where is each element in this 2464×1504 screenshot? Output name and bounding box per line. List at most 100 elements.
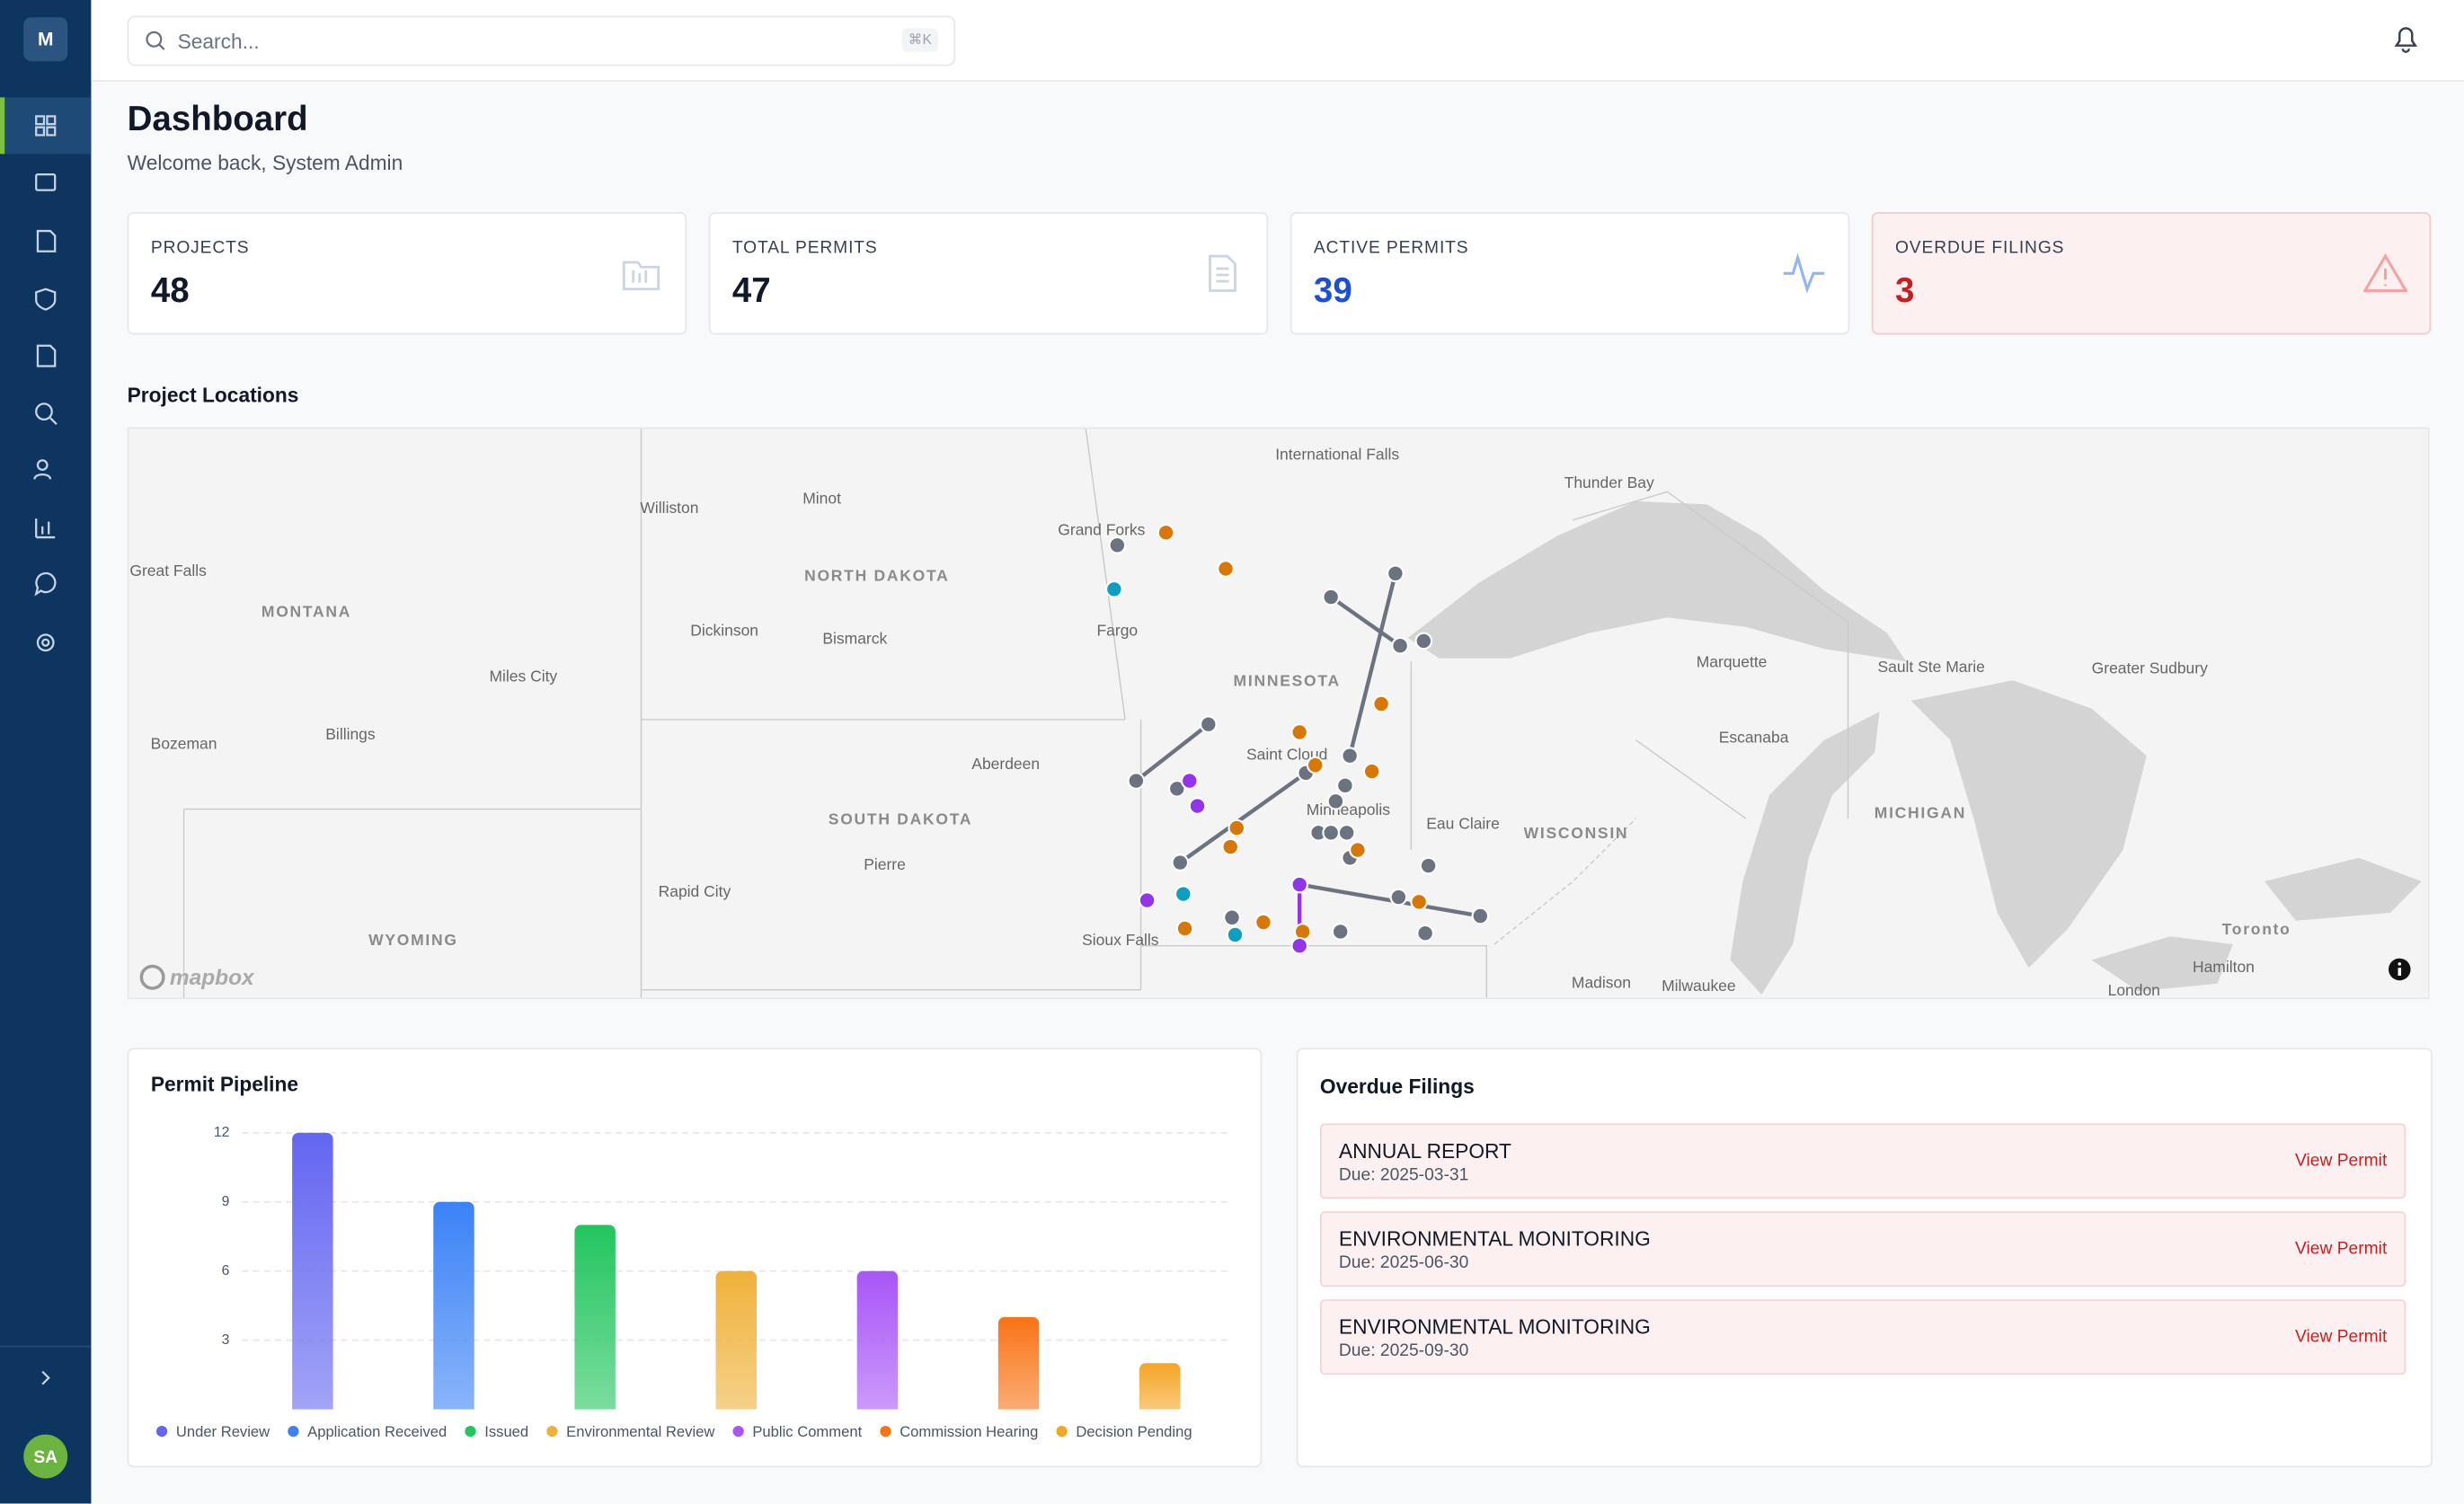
project-marker[interactable] xyxy=(1157,524,1175,542)
legend-swatch xyxy=(546,1425,558,1438)
project-marker[interactable] xyxy=(1105,579,1123,598)
project-marker[interactable] xyxy=(1175,919,1194,938)
filing-due: Due: 2025-06-30 xyxy=(1338,1253,1469,1273)
icon[interactable] xyxy=(35,518,56,539)
section-title: Project Locations xyxy=(127,383,299,407)
project-marker[interactable] xyxy=(1108,536,1127,554)
legend-swatch xyxy=(1056,1425,1068,1438)
project-marker[interactable] xyxy=(1199,715,1218,733)
map-label: Eau Claire xyxy=(1426,815,1500,833)
map-label: Minneapolis xyxy=(1307,801,1390,818)
project-marker[interactable] xyxy=(1416,924,1434,942)
icon[interactable] xyxy=(36,344,57,367)
project-marker[interactable] xyxy=(1326,792,1345,810)
icon[interactable] xyxy=(35,115,46,126)
project-marker[interactable] xyxy=(1180,772,1199,790)
project-marker[interactable] xyxy=(1174,885,1192,903)
icon[interactable] xyxy=(35,173,57,191)
icon[interactable] xyxy=(36,459,49,472)
project-marker[interactable] xyxy=(1188,797,1207,815)
project-marker[interactable] xyxy=(1414,632,1433,650)
stat-card[interactable]: PROJECTS 48 xyxy=(127,212,687,335)
attribution[interactable]: mapbox xyxy=(137,963,278,991)
map-label: Toronto xyxy=(2222,920,2291,938)
project-marker[interactable] xyxy=(1331,923,1350,941)
legend-label[interactable]: Public Comment xyxy=(752,1423,862,1440)
info[interactable] xyxy=(2387,957,2412,982)
avatar-bg[interactable] xyxy=(23,1434,68,1479)
project-marker[interactable] xyxy=(1171,854,1190,871)
bar[interactable] xyxy=(292,1132,333,1410)
icon[interactable] xyxy=(36,229,57,252)
project-marker[interactable] xyxy=(1322,824,1340,842)
icon[interactable] xyxy=(36,633,55,652)
map-label: MINNESOTA xyxy=(1234,672,1341,690)
notifications[interactable] xyxy=(2390,22,2422,53)
route xyxy=(1329,595,1402,648)
project-marker[interactable] xyxy=(1221,837,1240,856)
stat-label: OVERDUE FILINGS xyxy=(1894,238,2065,258)
bar[interactable] xyxy=(997,1317,1040,1410)
project-marker[interactable] xyxy=(1127,772,1146,790)
project-marker[interactable] xyxy=(1217,560,1235,578)
project-marker[interactable] xyxy=(1290,875,1308,894)
project-marker[interactable] xyxy=(1138,891,1157,909)
expand[interactable] xyxy=(41,1370,50,1385)
legend-label[interactable]: Application Received xyxy=(307,1423,447,1440)
search-box[interactable]: Search... ⌘K xyxy=(127,15,956,66)
icon[interactable] xyxy=(35,403,53,421)
project-marker[interactable] xyxy=(1254,913,1272,932)
view-permit[interactable]: View Permit xyxy=(2295,1327,2388,1347)
legend-label[interactable]: Environmental Review xyxy=(566,1423,715,1440)
project-marker[interactable] xyxy=(1167,780,1186,798)
map-canvas[interactable]: International Falls Thunder Bay Williston M… xyxy=(129,429,2429,999)
stat-icon xyxy=(622,261,660,291)
stat-label: PROJECTS xyxy=(150,238,250,258)
project-marker[interactable] xyxy=(1306,756,1325,774)
project-marker[interactable] xyxy=(1337,824,1356,842)
stat-card[interactable]: ACTIVE PERMITS 39 xyxy=(1290,212,1850,335)
project-marker[interactable] xyxy=(1290,936,1308,955)
project-marker[interactable] xyxy=(1419,856,1438,875)
legend-label[interactable]: Under Review xyxy=(176,1423,270,1440)
map[interactable]: International Falls Thunder Bay Williston M… xyxy=(127,427,2430,1000)
view-permit[interactable]: View Permit xyxy=(2295,1239,2388,1259)
bar[interactable] xyxy=(1139,1363,1181,1410)
legend-label[interactable]: Issued xyxy=(484,1423,528,1440)
project-marker[interactable] xyxy=(1322,588,1340,606)
project-marker[interactable] xyxy=(1372,694,1390,713)
project-marker[interactable] xyxy=(1293,923,1312,941)
stat-card[interactable]: OVERDUE FILINGS 3 xyxy=(1871,212,2432,335)
bar[interactable] xyxy=(715,1270,758,1410)
avatar[interactable]: SA xyxy=(33,1448,58,1467)
project-marker[interactable] xyxy=(1226,925,1245,944)
route xyxy=(1179,771,1307,864)
project-marker[interactable] xyxy=(1349,841,1367,859)
project-marker[interactable] xyxy=(1410,892,1428,911)
map-label: Greater Sudbury xyxy=(2092,659,2208,677)
project-marker[interactable] xyxy=(1341,747,1359,765)
legend-label[interactable]: Decision Pending xyxy=(1076,1423,1192,1440)
chart: Permit Pipeline 3 6 9 12 Under Review Applica… xyxy=(151,1072,1231,1440)
search-placeholder: Search... xyxy=(177,30,260,54)
project-marker[interactable] xyxy=(1389,888,1408,907)
project-marker[interactable] xyxy=(1391,636,1409,655)
project-marker[interactable] xyxy=(1228,818,1246,837)
view-permit[interactable]: View Permit xyxy=(2295,1151,2388,1171)
project-marker[interactable] xyxy=(1223,908,1241,927)
legend-label[interactable]: Commission Hearing xyxy=(900,1423,1038,1440)
bar[interactable] xyxy=(856,1270,899,1410)
bar[interactable] xyxy=(433,1201,474,1410)
stat-card[interactable]: TOTAL PERMITS 47 xyxy=(708,212,1269,335)
project-marker[interactable] xyxy=(1336,776,1354,795)
project-marker[interactable] xyxy=(1362,762,1381,781)
icon[interactable] xyxy=(35,288,57,311)
stat-icon xyxy=(2363,252,2408,293)
project-marker[interactable] xyxy=(1387,564,1405,583)
icon[interactable] xyxy=(34,571,57,597)
project-marker[interactable] xyxy=(1290,723,1308,741)
project-marker[interactable] xyxy=(1471,907,1490,925)
nav-active[interactable] xyxy=(0,97,92,155)
logo[interactable]: M xyxy=(23,17,68,62)
bar[interactable] xyxy=(574,1225,616,1410)
